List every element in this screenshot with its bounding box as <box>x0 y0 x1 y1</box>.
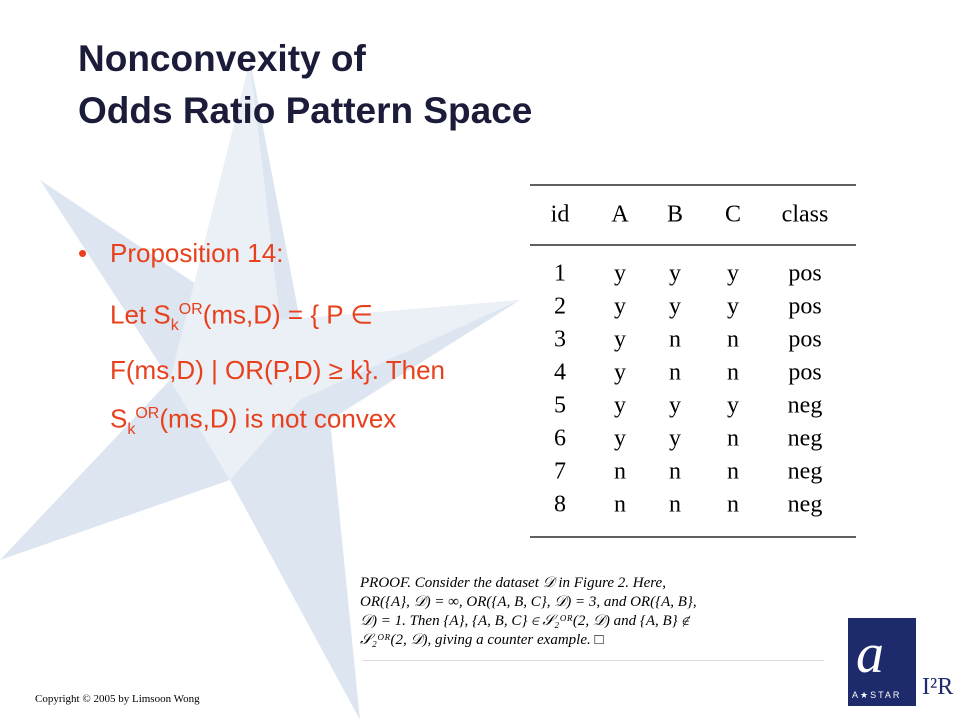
table-cell: n <box>669 492 681 518</box>
table-cell: n <box>669 360 681 386</box>
table-cell: 6 <box>554 426 566 452</box>
table-cell: 7 <box>554 459 566 485</box>
statement: Let SkOR(ms,D) = { P ∈ F(ms,D) | OR(P,D)… <box>110 288 455 452</box>
copyright: Copyright © 2005 by Limsoon Wong <box>35 693 200 705</box>
i2r-logo: I²R <box>922 674 954 700</box>
table-header: id <box>551 202 570 228</box>
logo: a A★STAR <box>848 618 916 706</box>
bullet-text: Proposition 14: <box>110 238 284 268</box>
table-cell: 3 <box>554 327 566 353</box>
table-header: class <box>782 202 829 228</box>
logo-letter: a <box>856 623 884 685</box>
subscript: k <box>127 420 136 438</box>
table-cell: neg <box>788 492 823 518</box>
table-cell: pos <box>788 327 821 353</box>
table-cell: y <box>614 393 626 419</box>
star-highlight <box>170 60 520 480</box>
proof-rule <box>362 660 824 661</box>
table-cell: y <box>614 360 626 386</box>
table-cell: y <box>669 294 681 320</box>
title-line: Nonconvexity of <box>78 38 366 79</box>
table-cell: pos <box>788 261 821 287</box>
table-cell: neg <box>788 426 823 452</box>
table-cell: n <box>727 459 739 485</box>
text: Let S <box>110 299 171 330</box>
table-cell: y <box>669 426 681 452</box>
title-line: Odds Ratio Pattern Space <box>78 90 533 131</box>
table-cell: y <box>614 327 626 353</box>
table-cell: 1 <box>554 261 566 287</box>
table-cell: n <box>614 459 626 485</box>
table-cell: 2 <box>554 294 566 320</box>
table-cell: pos <box>788 294 821 320</box>
bullet-dot: • <box>78 238 88 268</box>
proof-line: 𝒟) = 1. Then {A}, {A, B, C} ∈ 𝒮₂ᴼᴿ(2, 𝒟)… <box>360 613 690 629</box>
table-cell: n <box>669 459 681 485</box>
table-header: B <box>667 202 683 228</box>
proof-line: PROOF. Consider the dataset 𝒟 in Figure … <box>360 575 666 591</box>
table-cell: 4 <box>554 360 566 386</box>
subscript: k <box>170 316 179 334</box>
proof-line: OR({A}, 𝒟) = ∞, OR({A, B, C}, 𝒟) = 3, an… <box>360 594 697 610</box>
text: (ms,D) is not convex <box>159 403 397 434</box>
table-cell: y <box>669 261 681 287</box>
table-cell: y <box>614 294 626 320</box>
table-cell: y <box>614 426 626 452</box>
table-cell: n <box>727 327 739 353</box>
table-cell: 5 <box>554 393 566 419</box>
table-cell: neg <box>788 459 823 485</box>
table-cell: n <box>727 426 739 452</box>
table-cell: pos <box>788 360 821 386</box>
table-cell: y <box>614 261 626 287</box>
table-cell: 8 <box>554 492 566 518</box>
logo-text: A★STAR <box>852 690 902 700</box>
table-cell: y <box>669 393 681 419</box>
table-cell: n <box>669 327 681 353</box>
table-cell: y <box>727 261 739 287</box>
table-cell: n <box>727 360 739 386</box>
table-cell: n <box>727 492 739 518</box>
text: (ms,D) = { P ∈ F(ms,D) | OR(P,D) ≥ k}. T… <box>110 299 446 434</box>
table-header: C <box>725 202 741 228</box>
table-cell: y <box>727 393 739 419</box>
table-cell: y <box>727 294 739 320</box>
table-cell: n <box>614 492 626 518</box>
table-cell: neg <box>788 393 823 419</box>
proof-line: 𝒮₂ᴼᴿ(2, 𝒟), giving a counter example. □ <box>360 632 604 648</box>
proof: PROOF. Consider the dataset 𝒟 in Figure … <box>360 574 697 650</box>
table-header: A <box>611 202 629 228</box>
superscript: OR <box>135 404 160 422</box>
superscript: OR <box>178 301 203 318</box>
